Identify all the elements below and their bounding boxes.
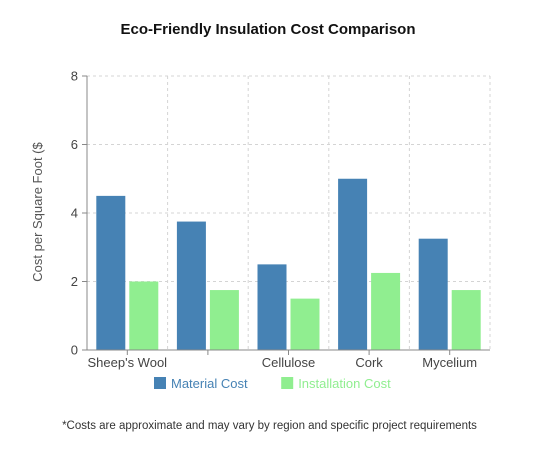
legend: Material Cost Installation Cost <box>154 376 391 391</box>
y-tick-labels: 0 2 4 6 8 <box>71 69 78 358</box>
bar-installation-cost[interactable] <box>371 272 401 350</box>
bar-installation-cost[interactable] <box>209 290 239 350</box>
bar-material-cost[interactable] <box>96 195 126 350</box>
bar-installation-cost[interactable] <box>451 290 481 350</box>
bar-material-cost[interactable] <box>176 221 206 350</box>
bar-material-cost[interactable] <box>418 238 448 350</box>
x-tick-label: Cellulose <box>262 355 315 370</box>
legend-swatch <box>154 377 166 389</box>
chart-title: Eco-Friendly Insulation Cost Comparison <box>120 21 415 38</box>
bars <box>96 178 481 351</box>
x-tick-label: Sheep's Wool <box>88 355 168 370</box>
x-tick-label: Mycelium <box>422 355 477 370</box>
bar-material-cost[interactable] <box>257 264 287 350</box>
bar-installation-cost[interactable] <box>129 281 159 351</box>
axes <box>82 75 490 355</box>
legend-swatch <box>281 377 294 389</box>
legend-item[interactable]: Installation Cost <box>281 376 391 391</box>
legend-label: Material Cost <box>171 376 248 391</box>
y-tick-label: 8 <box>71 69 78 84</box>
bar-installation-cost[interactable] <box>290 298 320 350</box>
y-tick-label: 2 <box>71 274 78 289</box>
bar-material-cost[interactable] <box>338 178 368 350</box>
legend-item[interactable]: Material Cost <box>154 376 248 391</box>
y-tick-label: 6 <box>71 137 78 152</box>
y-tick-label: 4 <box>71 206 78 221</box>
y-axis-label: Cost per Square Foot ($ <box>30 142 45 282</box>
footnote: *Costs are approximate and may vary by r… <box>62 420 477 432</box>
x-tick-label: Cork <box>355 355 383 370</box>
y-tick-label: 0 <box>71 343 78 358</box>
legend-label: Installation Cost <box>298 376 391 391</box>
x-tick-labels: Sheep's Wool Cellulose Cork Mycelium <box>88 355 478 370</box>
